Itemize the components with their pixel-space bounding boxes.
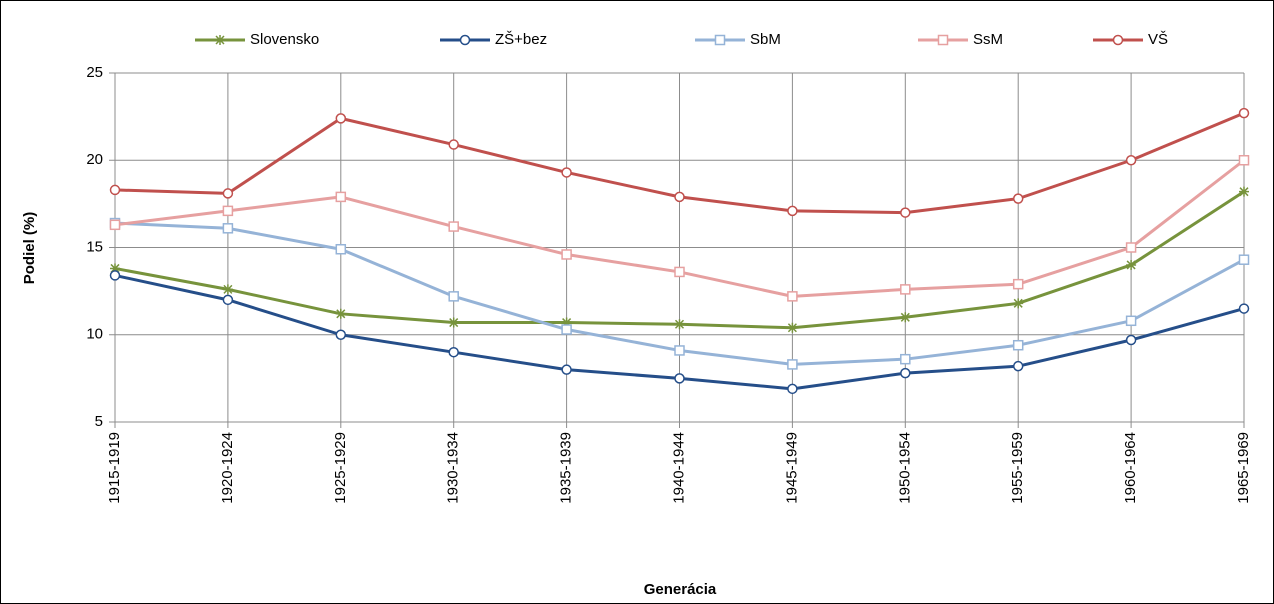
marker (222, 205, 234, 217)
marker (335, 191, 347, 203)
x-tick-label: 1925-1929 (332, 432, 349, 504)
marker (109, 270, 121, 281)
y-axis-label: Podiel (%) (21, 212, 38, 285)
marker (1238, 107, 1250, 119)
marker (1238, 254, 1250, 265)
marker (335, 308, 346, 319)
marker (335, 329, 347, 340)
marker (1239, 186, 1249, 197)
legend-label: SbM (750, 31, 781, 48)
marker (222, 223, 234, 234)
y-tick-label: 15 (86, 238, 103, 255)
marker (335, 113, 347, 124)
x-tick-label: 1920-1924 (219, 432, 236, 504)
marker (787, 359, 798, 370)
y-tick-label: 20 (86, 151, 103, 168)
marker (900, 284, 911, 295)
x-tick-label: 1940-1944 (670, 432, 687, 504)
legend-label: SsM (973, 31, 1003, 48)
marker (674, 191, 685, 203)
marker (1126, 259, 1137, 270)
marker (109, 219, 121, 231)
marker (561, 324, 572, 335)
marker (1125, 155, 1137, 166)
marker (674, 266, 685, 278)
marker (448, 291, 459, 302)
marker (787, 322, 798, 333)
marker (448, 221, 459, 232)
marker (1238, 155, 1250, 166)
y-tick-label: 25 (86, 64, 103, 81)
legend-label: ZŠ+bez (495, 31, 547, 48)
marker (674, 345, 685, 356)
marker (674, 319, 685, 330)
marker (222, 284, 233, 295)
marker (1012, 360, 1024, 372)
marker (900, 207, 911, 218)
marker (1238, 303, 1250, 314)
marker (900, 353, 911, 365)
x-tick-label: 1960-1964 (1122, 432, 1139, 504)
marker (448, 317, 459, 328)
y-tick-label: 5 (95, 413, 103, 430)
legend-label: VŠ (1148, 31, 1168, 48)
marker (561, 317, 572, 328)
marker (1125, 242, 1137, 253)
marker (109, 184, 121, 196)
x-tick-label: 1915-1919 (106, 432, 123, 504)
marker (900, 312, 911, 323)
x-tick-label: 1930-1934 (445, 432, 462, 504)
x-tick-label: 1965-1969 (1235, 432, 1252, 504)
x-tick-label: 1945-1949 (783, 432, 800, 504)
x-tick-label: 1950-1954 (896, 432, 913, 504)
y-tick-label: 10 (86, 326, 103, 343)
marker (222, 188, 234, 199)
x-tick-label: 1955-1959 (1009, 432, 1026, 504)
marker (561, 249, 572, 260)
marker (459, 34, 471, 46)
marker (1012, 278, 1024, 290)
marker (222, 294, 234, 306)
marker (110, 263, 120, 274)
marker (787, 291, 798, 302)
marker (787, 205, 798, 217)
x-axis-label: Generácia (644, 581, 717, 598)
marker (714, 34, 726, 46)
marker (561, 167, 572, 178)
x-tick-label: 1935-1939 (558, 432, 575, 504)
marker (1012, 193, 1024, 204)
legend-label: Slovensko (250, 31, 319, 48)
marker (448, 139, 459, 150)
marker (448, 346, 459, 358)
marker (674, 373, 685, 384)
marker (561, 364, 572, 375)
marker (1013, 298, 1024, 309)
marker (1125, 315, 1137, 327)
marker (900, 367, 911, 379)
marker (335, 243, 347, 255)
marker (1012, 339, 1024, 351)
marker (937, 34, 949, 46)
marker (787, 383, 798, 395)
marker (215, 35, 225, 45)
marker (1125, 334, 1137, 346)
marker (1112, 34, 1124, 46)
